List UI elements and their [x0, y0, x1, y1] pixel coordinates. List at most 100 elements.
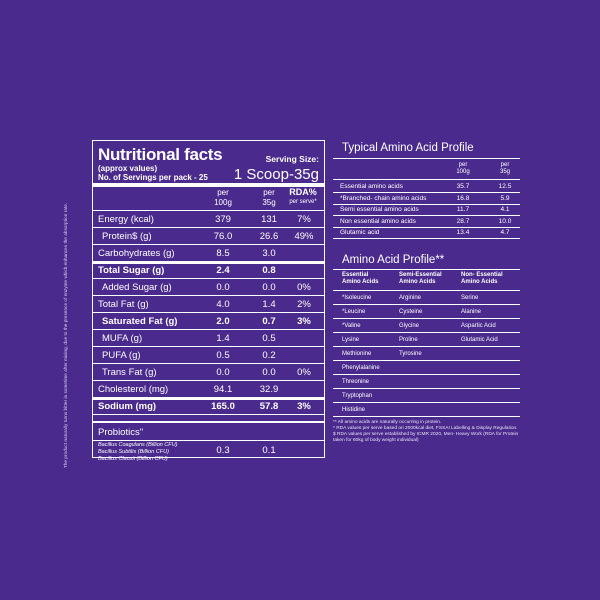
value-per-35g: 0.7	[262, 316, 276, 327]
value-rda: 49%	[294, 231, 314, 242]
row-divider	[93, 278, 324, 279]
profile-row-divider	[333, 332, 520, 333]
amino-top-rule	[333, 158, 520, 159]
footnotes: ** All amino acids are naturally occurri…	[333, 420, 520, 444]
col-per-100g: per 100g	[214, 188, 232, 207]
nutrition-title: Nutritional facts	[98, 145, 223, 164]
value-rda: 3%	[297, 316, 311, 327]
profile-row-divider	[333, 374, 520, 375]
profile-row-divider	[333, 360, 520, 361]
amino-row-divider	[333, 192, 520, 193]
profile-bottom-rule	[333, 416, 520, 417]
footnote-2: * RDA values per serve based on 2000kcal…	[333, 426, 518, 431]
value-per-35g: 3.0	[262, 248, 276, 259]
row-divider	[93, 346, 324, 347]
non-essential-amino: Glutamic Acid	[461, 337, 498, 343]
amino-label: Glutamic acid	[340, 229, 380, 236]
value-per-100g: 0.0	[216, 282, 230, 293]
essential-amino: *Valine	[342, 323, 361, 329]
value-per-100g: 2.4	[216, 265, 230, 276]
nutrition-row: Added Sugar (g) 0.0 0.0 0%	[93, 279, 324, 296]
value-per-100g: 8.5	[216, 248, 230, 259]
nutrition-row: Total Sugar (g) 2.4 0.8	[93, 262, 324, 279]
amino-row: *Branched- chain amino acids 16.8 5.9	[333, 193, 520, 204]
value-rda: 0%	[297, 367, 311, 378]
profile-row-divider	[333, 346, 520, 347]
nutrient-label: Saturated Fat (g)	[102, 316, 178, 327]
value-per-100g: 4.0	[216, 299, 230, 310]
profile-row: Lysine Proline Glutamic Acid	[333, 333, 520, 347]
value-per-100g: 0.5	[216, 350, 230, 361]
value-rda: 2%	[297, 299, 311, 310]
amino-row: Semi essential amino acids 11.7 4.1	[333, 204, 520, 215]
amino-row: Essential amino acids 35.7 12.5	[333, 181, 520, 192]
probiotics-values: 0.3 0.1	[93, 431, 324, 456]
non-essential-amino: Alanine	[461, 309, 482, 315]
essential-amino: Lysine	[342, 337, 360, 343]
amino-row-divider	[333, 226, 520, 228]
amino-row-divider	[333, 215, 520, 216]
row-divider	[93, 414, 324, 415]
essential-amino: Methionine	[342, 351, 372, 357]
value-per-35g: 0.0	[262, 367, 276, 378]
profile-row: Phenylalanine	[333, 361, 520, 375]
profile-row: Methionine Tyrosine	[333, 347, 520, 361]
typical-amino-title: Typical Amino Acid Profile	[342, 142, 474, 154]
amino-per-35g: 4.1	[500, 206, 510, 213]
amino-row: Glutamic acid 13.4 4.7	[333, 227, 520, 238]
footnote-3: $ RDA values per serve established by IC…	[333, 432, 519, 443]
nutrition-row: MUFA (g) 1.4 0.5	[93, 330, 324, 347]
value-per-100g: 379	[215, 214, 231, 225]
semi-essential-amino: Arginine	[399, 295, 422, 301]
value-per-100g: 165.0	[211, 401, 235, 412]
value-per-35g: 0.2	[262, 350, 276, 361]
side-note: The product naturally turns bitter in so…	[63, 202, 68, 468]
profile-row: Threonine	[333, 375, 520, 389]
nutrition-row: Energy (kcal) 379 131 7%	[93, 211, 324, 228]
value-rda: 7%	[297, 214, 311, 225]
serving-size-value: 1 Scoop-35g	[233, 166, 319, 183]
nutrition-row: Carbohydrates (g) 8.5 3.0	[93, 245, 324, 262]
profile-row: Tryptophan	[333, 389, 520, 403]
footnote-1: ** All amino acids are naturally occurri…	[333, 420, 442, 425]
profile-row-divider	[333, 304, 520, 305]
value-per-100g: 0.0	[216, 367, 230, 378]
amino-col-100g: per 100g	[456, 162, 470, 175]
amino-col-35g: per 35g	[499, 162, 510, 175]
probiotics-per100: 0.3	[216, 445, 230, 456]
amino-label: Semi essential amino acids	[340, 206, 419, 213]
probiotics-label: Probiotics"	[98, 427, 144, 438]
nutrient-label: Added Sugar (g)	[102, 282, 172, 293]
profile-top-rule	[333, 269, 520, 270]
semi-essential-amino: Tyrosine	[399, 351, 422, 357]
nutrient-label: Cholesterol (mg)	[98, 384, 169, 395]
value-per-35g: 26.6	[259, 231, 279, 242]
amino-row: Non essential amino acids 28.7 10.0	[333, 216, 520, 227]
row-divider	[93, 312, 324, 313]
essential-amino: *Isoleucine	[342, 295, 372, 301]
row-divider	[93, 363, 324, 364]
nutrient-label: Carbohydrates (g)	[98, 248, 175, 259]
col-per-35g: per 35g	[262, 188, 276, 207]
serving-size-label: Serving Size:	[265, 154, 319, 164]
value-per-100g: 1.4	[216, 333, 230, 344]
amino-per-35g: 5.9	[500, 194, 510, 202]
essential-amino: Histidine	[342, 407, 366, 413]
profile-row-divider	[333, 388, 520, 389]
probiotic-2: Bacillus Subtilis (Billion CFU)	[98, 449, 169, 455]
value-per-35g: 0.8	[262, 265, 276, 276]
value-per-100g: 2.0	[216, 316, 230, 327]
value-per-100g: 76.0	[213, 231, 233, 242]
nutrition-row: Saturated Fat (g) 2.0 0.7 3%	[93, 313, 324, 330]
amino-row-divider	[333, 203, 520, 205]
amino-per-35g: 4.7	[500, 229, 510, 236]
value-per-35g: 57.8	[259, 401, 279, 412]
amino-per-100g: 35.7	[456, 183, 470, 190]
nutrient-label: Total Sugar (g)	[98, 265, 165, 276]
nutrient-label: MUFA (g)	[102, 333, 143, 344]
amino-per-100g: 28.7	[456, 217, 470, 225]
amino-per-35g: 10.0	[498, 217, 512, 225]
probiotic-1: Bacillus Coagulans (Billion CFU)	[98, 442, 178, 448]
semi-essential-amino: Cysteine	[399, 309, 423, 315]
nutrition-row: Sodium (mg) 165.0 57.8 3%	[93, 398, 324, 415]
